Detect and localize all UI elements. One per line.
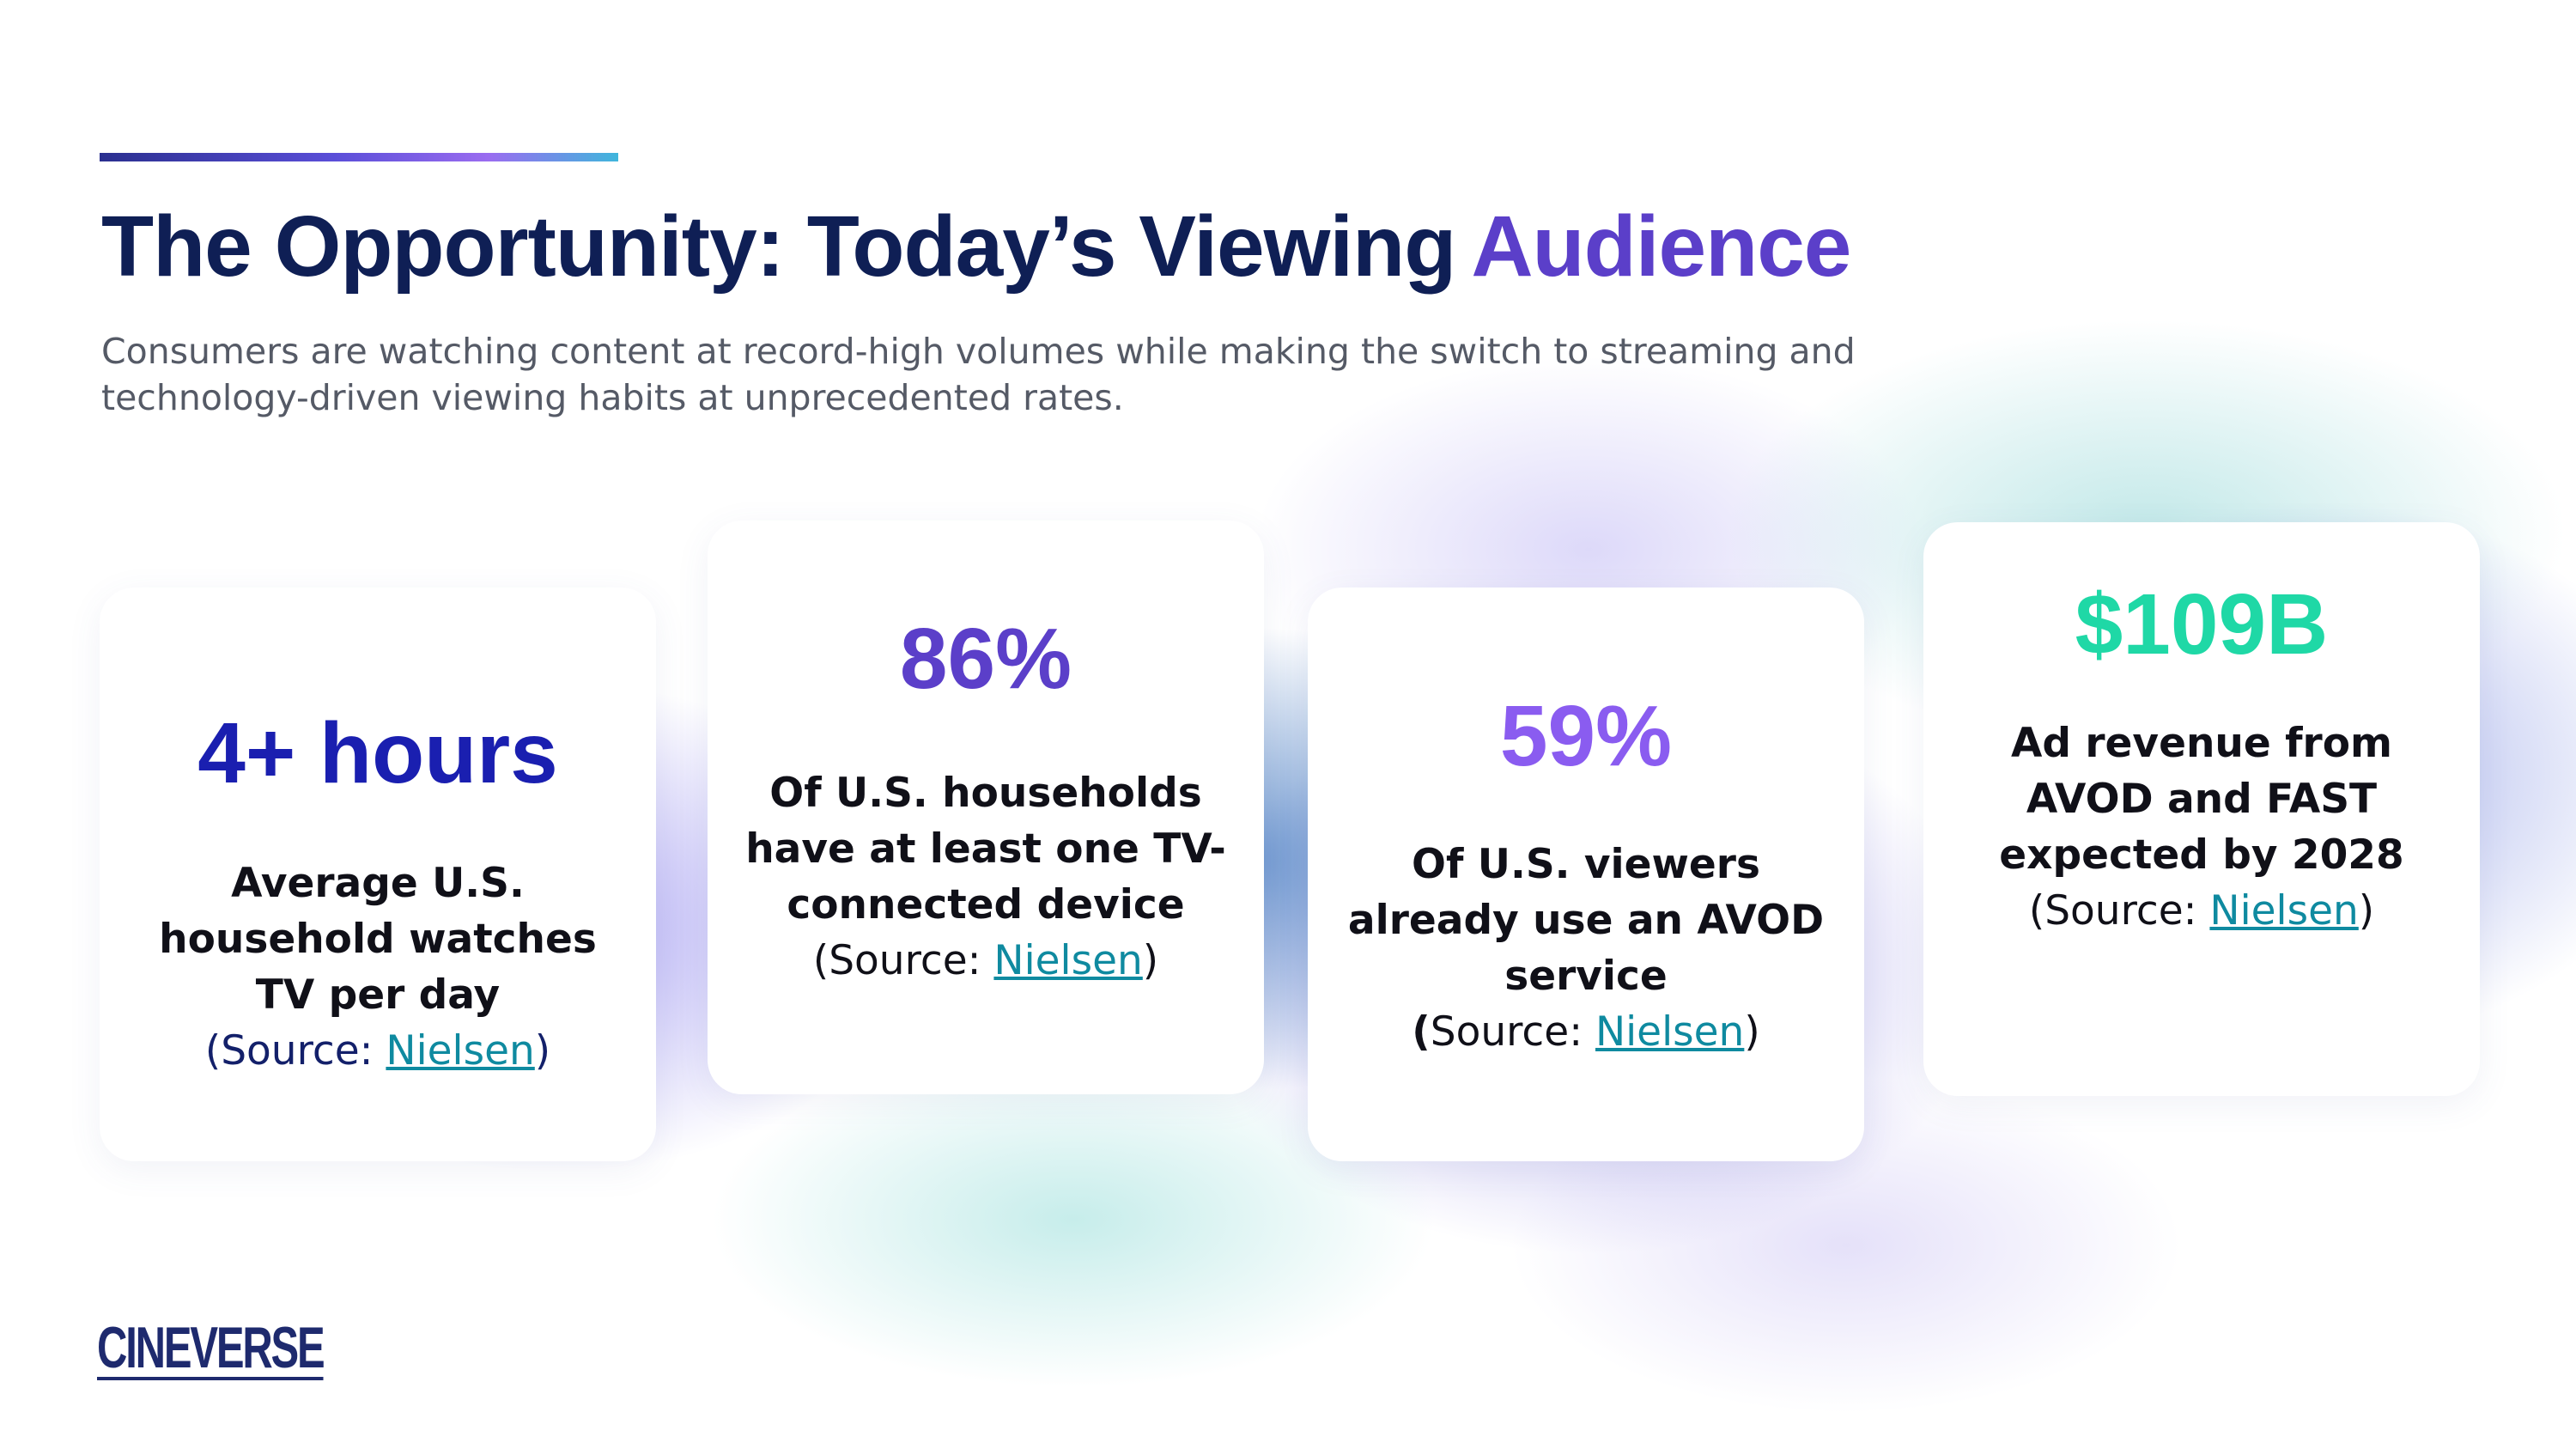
stat-value: $109B [2075,576,2329,673]
source-prefix: (Source: [2028,887,2210,935]
page-title: The Opportunity: Today’s Viewing Audience [101,198,1851,296]
source-prefix: (Source: [812,937,994,984]
stat-description: Average U.S. household watches TV per da… [125,855,630,1079]
source-citation: (Source: Nielsen) [205,1027,550,1075]
source-link[interactable]: Nielsen [993,937,1143,984]
source-citation: (Source: Nielsen) [2029,887,2374,935]
source-prefix: ( [1412,1008,1431,1056]
stat-description: Of U.S. households have at least one TV-… [733,765,1238,989]
title-accent: Audience [1471,198,1851,295]
stat-card-avod: 59% Of U.S. viewers already use an AVOD … [1308,588,1864,1161]
stat-value: 4+ hours [197,705,558,801]
stat-description-text: Of U.S. viewers already use an AVOD serv… [1347,841,1825,1000]
source-citation: (Source: Nielsen) [1412,1008,1759,1056]
source-mid: Source: [1430,1008,1595,1056]
stat-description: Of U.S. viewers already use an AVOD serv… [1334,837,1838,1060]
stat-card-devices: 86% Of U.S. households have at least one… [708,521,1264,1094]
stat-card-hours: 4+ hours Average U.S. household watches … [100,588,656,1161]
cineverse-logo: CINEVERSE [97,1315,325,1380]
page-subtitle: Consumers are watching content at record… [101,331,1856,418]
source-prefix: (Source: [204,1027,386,1075]
source-link[interactable]: Nielsen [1595,1008,1745,1056]
stat-description: Ad revenue from AVOD and FAST expected b… [1949,715,2454,939]
source-link[interactable]: Nielsen [386,1027,535,1075]
source-citation: (Source: Nielsen) [813,937,1158,984]
source-link[interactable]: Nielsen [2209,887,2359,935]
stat-card-revenue: $109B Ad revenue from AVOD and FAST expe… [1923,522,2480,1096]
source-suffix: ) [1142,937,1159,984]
accent-line [100,153,618,161]
source-suffix: ) [534,1027,551,1075]
stat-description-text: Average U.S. household watches TV per da… [159,860,597,1019]
source-suffix: ) [2358,887,2375,935]
source-suffix: ) [1744,1008,1760,1056]
stat-value: 59% [1499,688,1673,784]
title-main: The Opportunity: Today’s Viewing [101,198,1456,295]
stat-description-text: Of U.S. households have at least one TV-… [745,770,1226,928]
stat-description-text: Ad revenue from AVOD and FAST expected b… [1999,720,2404,879]
stat-value: 86% [899,611,1072,707]
